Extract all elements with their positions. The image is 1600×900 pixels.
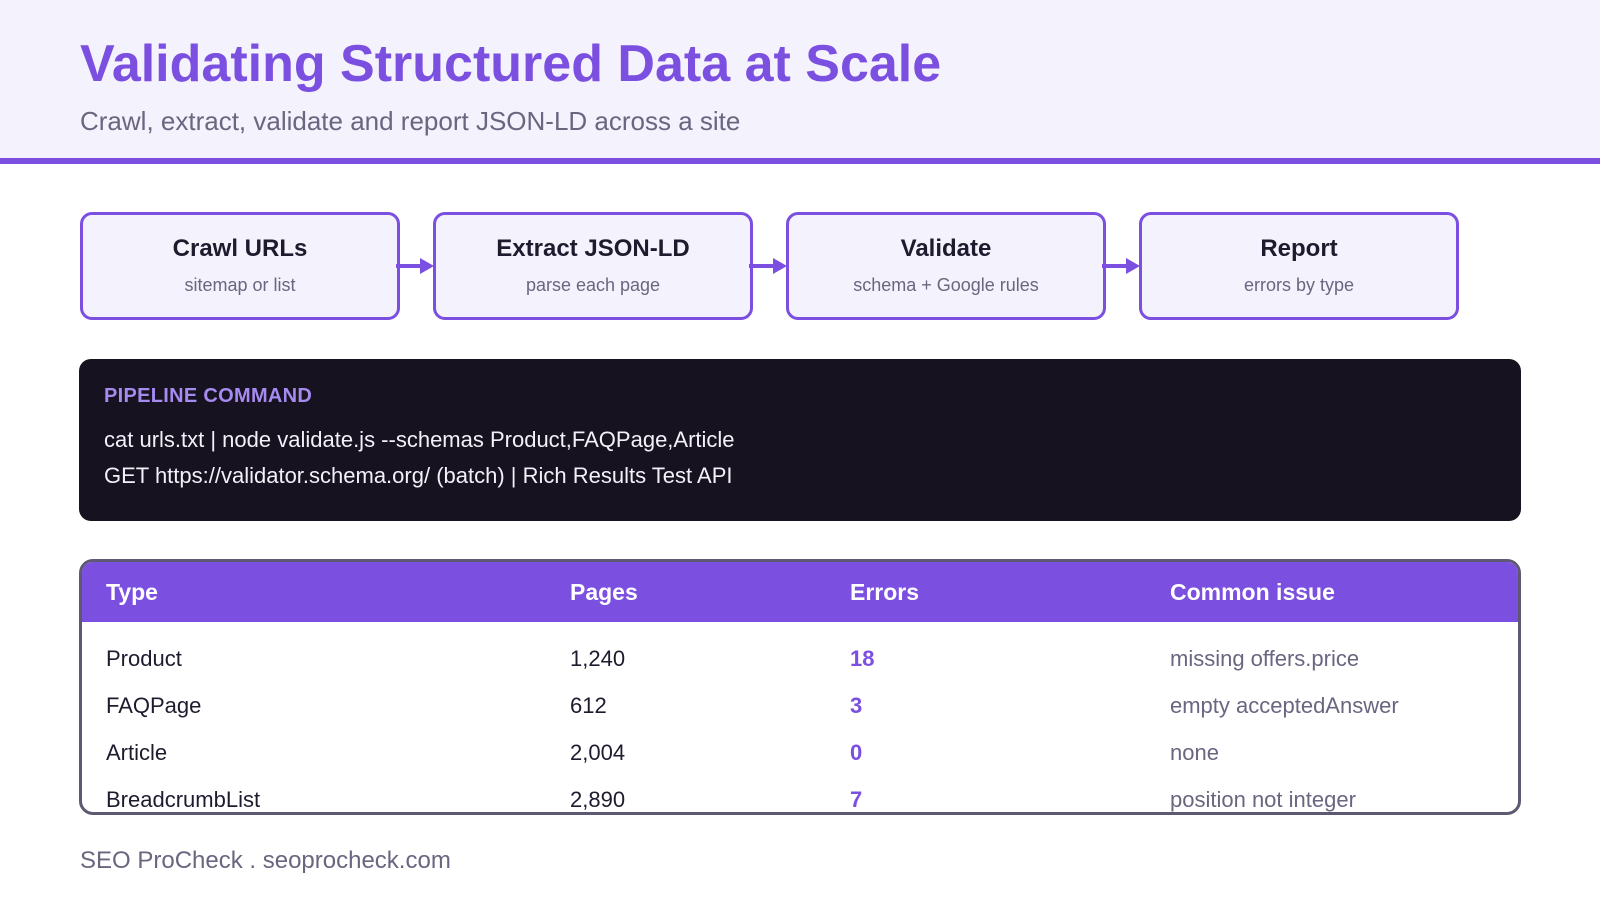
footer-credit: SEO ProCheck . seoprocheck.com: [80, 847, 451, 874]
pipeline-flow: Crawl URLs sitemap or list Extract JSON-…: [80, 212, 1480, 320]
cell-issue: position not integer: [1170, 787, 1356, 812]
cell-type: BreadcrumbList: [106, 787, 261, 812]
column-header-type: Type: [106, 579, 158, 605]
cell-pages: 1,240: [570, 646, 626, 671]
step-validate: Validate schema + Google rules: [786, 212, 1106, 320]
arrow-right-icon: [1102, 258, 1140, 274]
command-line: cat urls.txt | node validate.js --schema…: [104, 427, 735, 452]
step-subtitle: schema + Google rules: [853, 275, 1039, 295]
cell-issue: none: [1170, 740, 1219, 765]
table-row: BreadcrumbList 2,890 7 position not inte…: [82, 787, 1518, 812]
step-title: Validate: [900, 235, 992, 262]
arrow-right-icon: [396, 258, 434, 274]
step-title: Crawl URLs: [172, 235, 308, 262]
step-extract-json-ld: Extract JSON-LD parse each page: [433, 212, 753, 320]
table-row: Article 2,004 0 none: [82, 740, 1518, 788]
cell-type: FAQPage: [106, 693, 202, 718]
command-line: GET https://validator.schema.org/ (batch…: [104, 463, 733, 488]
cell-errors: 18: [850, 646, 875, 671]
cell-pages: 612: [570, 693, 607, 718]
pipeline-command-panel: PIPELINE COMMAND cat urls.txt | node val…: [79, 359, 1521, 521]
cell-issue: empty acceptedAnswer: [1170, 693, 1399, 718]
table-row: FAQPage 612 3 empty acceptedAnswer: [82, 693, 1518, 741]
header: Validating Structured Data at Scale Craw…: [0, 0, 1600, 164]
step-subtitle: parse each page: [525, 275, 661, 295]
column-header-errors: Errors: [850, 579, 920, 605]
cell-type: Article: [106, 740, 168, 765]
command-label: PIPELINE COMMAND: [104, 385, 313, 407]
cell-errors: 3: [850, 693, 863, 718]
column-header-pages: Pages: [570, 579, 638, 605]
step-subtitle: errors by type: [1243, 275, 1355, 295]
cell-issue: missing offers.price: [1170, 646, 1360, 671]
step-crawl-urls: Crawl URLs sitemap or list: [80, 212, 400, 320]
cell-errors: 0: [850, 740, 863, 765]
cell-type: Product: [106, 646, 182, 671]
column-header-common-issue: Common issue: [1170, 579, 1335, 605]
cell-pages: 2,890: [570, 787, 626, 812]
table-row: Product 1,240 18 missing offers.price: [82, 646, 1518, 694]
step-title: Report: [1260, 235, 1338, 262]
cell-pages: 2,004: [570, 740, 626, 765]
page-title: Validating Structured Data at Scale: [80, 35, 942, 93]
step-report: Report errors by type: [1139, 212, 1459, 320]
cell-errors: 7: [850, 787, 863, 812]
table-header: Type Pages Errors Common issue: [82, 562, 1518, 622]
step-title: Extract JSON-LD: [496, 235, 690, 262]
arrow-right-icon: [749, 258, 787, 274]
step-subtitle: sitemap or list: [184, 275, 296, 295]
results-table: Type Pages Errors Common issue Product 1…: [79, 559, 1521, 815]
page-subtitle: Crawl, extract, validate and report JSON…: [80, 106, 741, 136]
